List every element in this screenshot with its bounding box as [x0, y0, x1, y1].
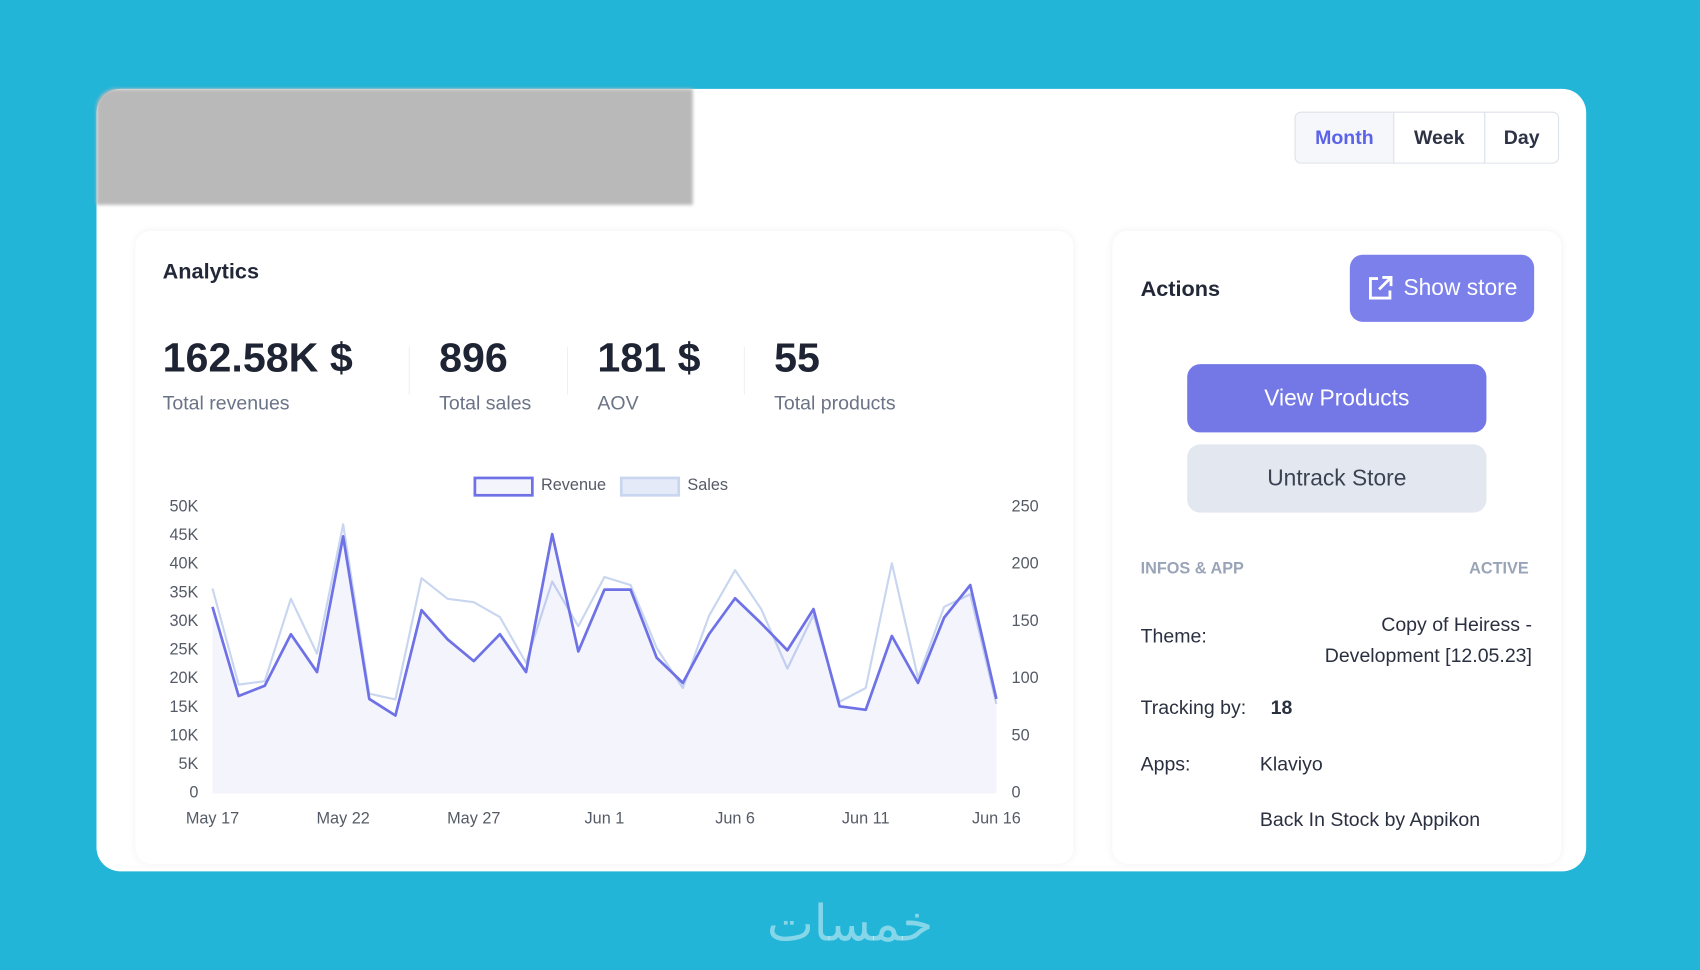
panel-title: Actions: [1140, 277, 1221, 302]
actions-panel: [1112, 230, 1562, 864]
y-tick-label: 0: [189, 784, 198, 802]
analytics-panel: [135, 230, 1074, 864]
watermark: خمسات: [766, 894, 934, 953]
series-line: [211, 532, 998, 717]
stat-label: AOV: [597, 392, 639, 415]
y-tick-label: 50K: [169, 498, 198, 516]
untrack-store-button[interactable]: Untrack Store: [1187, 444, 1487, 513]
y-tick-label: 15K: [169, 698, 198, 716]
y-tick-label: 35K: [169, 583, 198, 601]
y-tick-label: 25K: [169, 641, 198, 659]
x-tick-label: Jun 6: [715, 810, 755, 828]
info-label: Apps:: [1140, 753, 1191, 775]
blurred-header: [96, 88, 693, 205]
y2-tick-label: 250: [1012, 498, 1039, 516]
show-store-button[interactable]: Show store: [1349, 254, 1535, 322]
legend-label: Revenue: [541, 476, 606, 494]
theme-value: Copy of Heiress - Development [12.05.23]: [1325, 609, 1532, 672]
stat-label: Total products: [774, 392, 896, 415]
period-button[interactable]: Month: [1294, 111, 1395, 164]
legend-label: Sales: [687, 476, 728, 494]
stat-value: 55: [774, 335, 820, 382]
legend-swatch: [619, 476, 681, 497]
stat-label: Total revenues: [162, 392, 290, 415]
chart: 0 5K 10K 15K 20K 25K 30K 35K 40K 45K 50K 0 50 100 150 2…: [169, 476, 1039, 828]
tracking-value: 18: [1270, 696, 1293, 719]
app-name: Back In Stock by Appikon: [1259, 808, 1481, 831]
y-tick-label: 40K: [169, 555, 198, 573]
y-tick-label: 45K: [169, 526, 198, 544]
external-icon: [1369, 276, 1393, 300]
y-tick-label: 20K: [169, 669, 198, 687]
stat-value: 896: [439, 335, 508, 382]
panel-title: Analytics: [162, 260, 260, 284]
x-tick-label: Jun 16: [972, 810, 1021, 828]
y2-tick-label: 150: [1012, 612, 1039, 630]
period-button[interactable]: Day: [1484, 111, 1560, 164]
x-tick-label: May 27: [447, 810, 500, 828]
x-tick-label: May 17: [186, 810, 239, 828]
y2-tick-label: 50: [1012, 726, 1030, 744]
stat-value: 162.58K $: [162, 335, 353, 382]
period-button[interactable]: Week: [1393, 111, 1486, 164]
y2-tick-label: 200: [1012, 555, 1039, 573]
area: [212, 534, 997, 794]
y-tick-label: 30K: [169, 612, 198, 630]
divider: [743, 346, 745, 395]
section-label: INFOS & APP: [1140, 559, 1244, 578]
stat-label: Total sales: [439, 392, 532, 415]
x-tick-label: Jun 11: [842, 810, 890, 828]
x-tick-label: May 22: [316, 810, 369, 828]
info-label: Tracking by:: [1140, 696, 1247, 719]
y-tick-label: 5K: [179, 755, 199, 773]
x-tick-label: Jun 1: [585, 810, 625, 828]
theme-line: Development [12.05.23]: [1324, 644, 1532, 667]
divider: [408, 346, 410, 395]
theme-line: Copy of Heiress -: [1381, 613, 1532, 636]
app-name: Klaviyo: [1259, 753, 1323, 775]
button-label: Show store: [1403, 275, 1518, 301]
info-label: Theme:: [1140, 625, 1207, 648]
series-line: [211, 523, 998, 705]
y-tick-label: 10K: [169, 726, 198, 744]
divider: [567, 346, 569, 395]
view-products-button[interactable]: View Products: [1187, 364, 1487, 433]
stat-value: 181 $: [597, 335, 701, 382]
status-label: ACTIVE: [1469, 559, 1529, 578]
y2-tick-label: 100: [1012, 669, 1039, 687]
y2-tick-label: 0: [1012, 784, 1021, 802]
legend-swatch: [473, 476, 534, 497]
